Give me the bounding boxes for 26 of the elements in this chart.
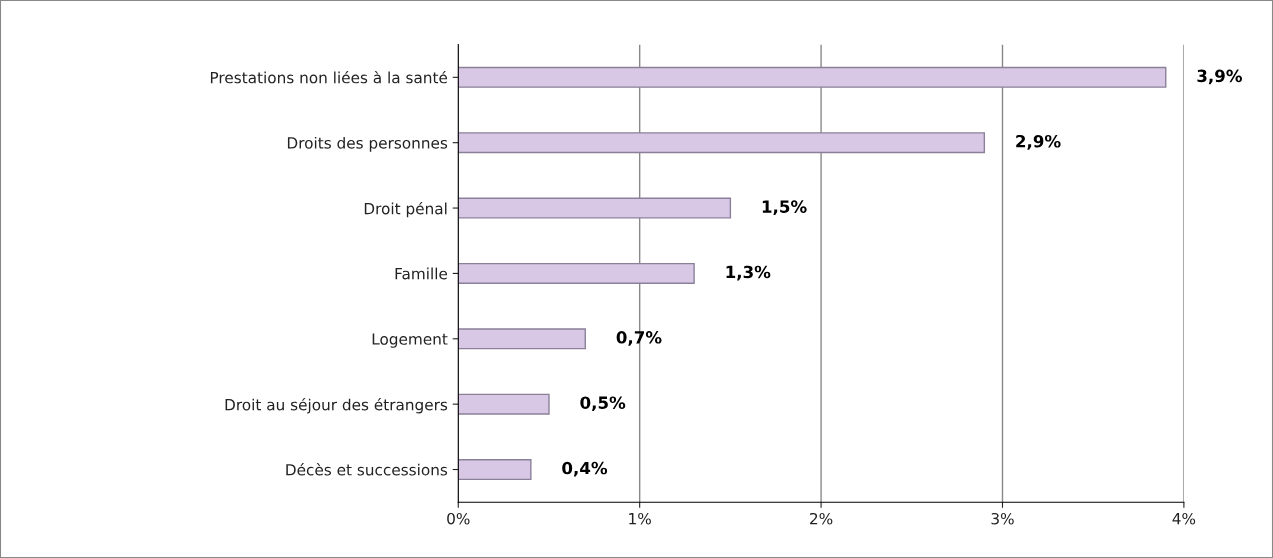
data-label: 0,4% [562, 461, 608, 477]
bar [458, 66, 1167, 88]
y-tick-label: Prestations non liées à la santé [210, 70, 448, 84]
data-label: 1,3% [726, 265, 771, 281]
data-label: 0,5% [580, 396, 626, 412]
bar [458, 262, 695, 284]
x-tick-label: 3% [991, 512, 1014, 525]
y-tick-label: Droits des personnes [287, 136, 448, 152]
bar [458, 328, 586, 350]
x-tick-label: 0% [447, 512, 470, 525]
data-label: 2,9% [1016, 134, 1061, 150]
y-tick-label: Logement [372, 333, 448, 348]
y-tick-label: Famille [395, 267, 448, 280]
bar [458, 459, 532, 481]
bar [458, 393, 550, 415]
bar [458, 132, 986, 154]
data-label: 1,5% [762, 200, 807, 216]
data-label: 3,9% [1197, 69, 1242, 85]
bar [458, 197, 732, 219]
data-label: 0,7% [616, 331, 662, 346]
y-tick-label: Décès et successions [286, 463, 448, 476]
y-tick-label: Droit pénal [364, 201, 447, 218]
x-tick-label: 1% [629, 512, 651, 525]
x-tick-label: 4% [1172, 512, 1196, 525]
y-tick-label: Droit au séjour des étrangers [225, 398, 448, 414]
x-tick-label: 2% [810, 512, 833, 525]
